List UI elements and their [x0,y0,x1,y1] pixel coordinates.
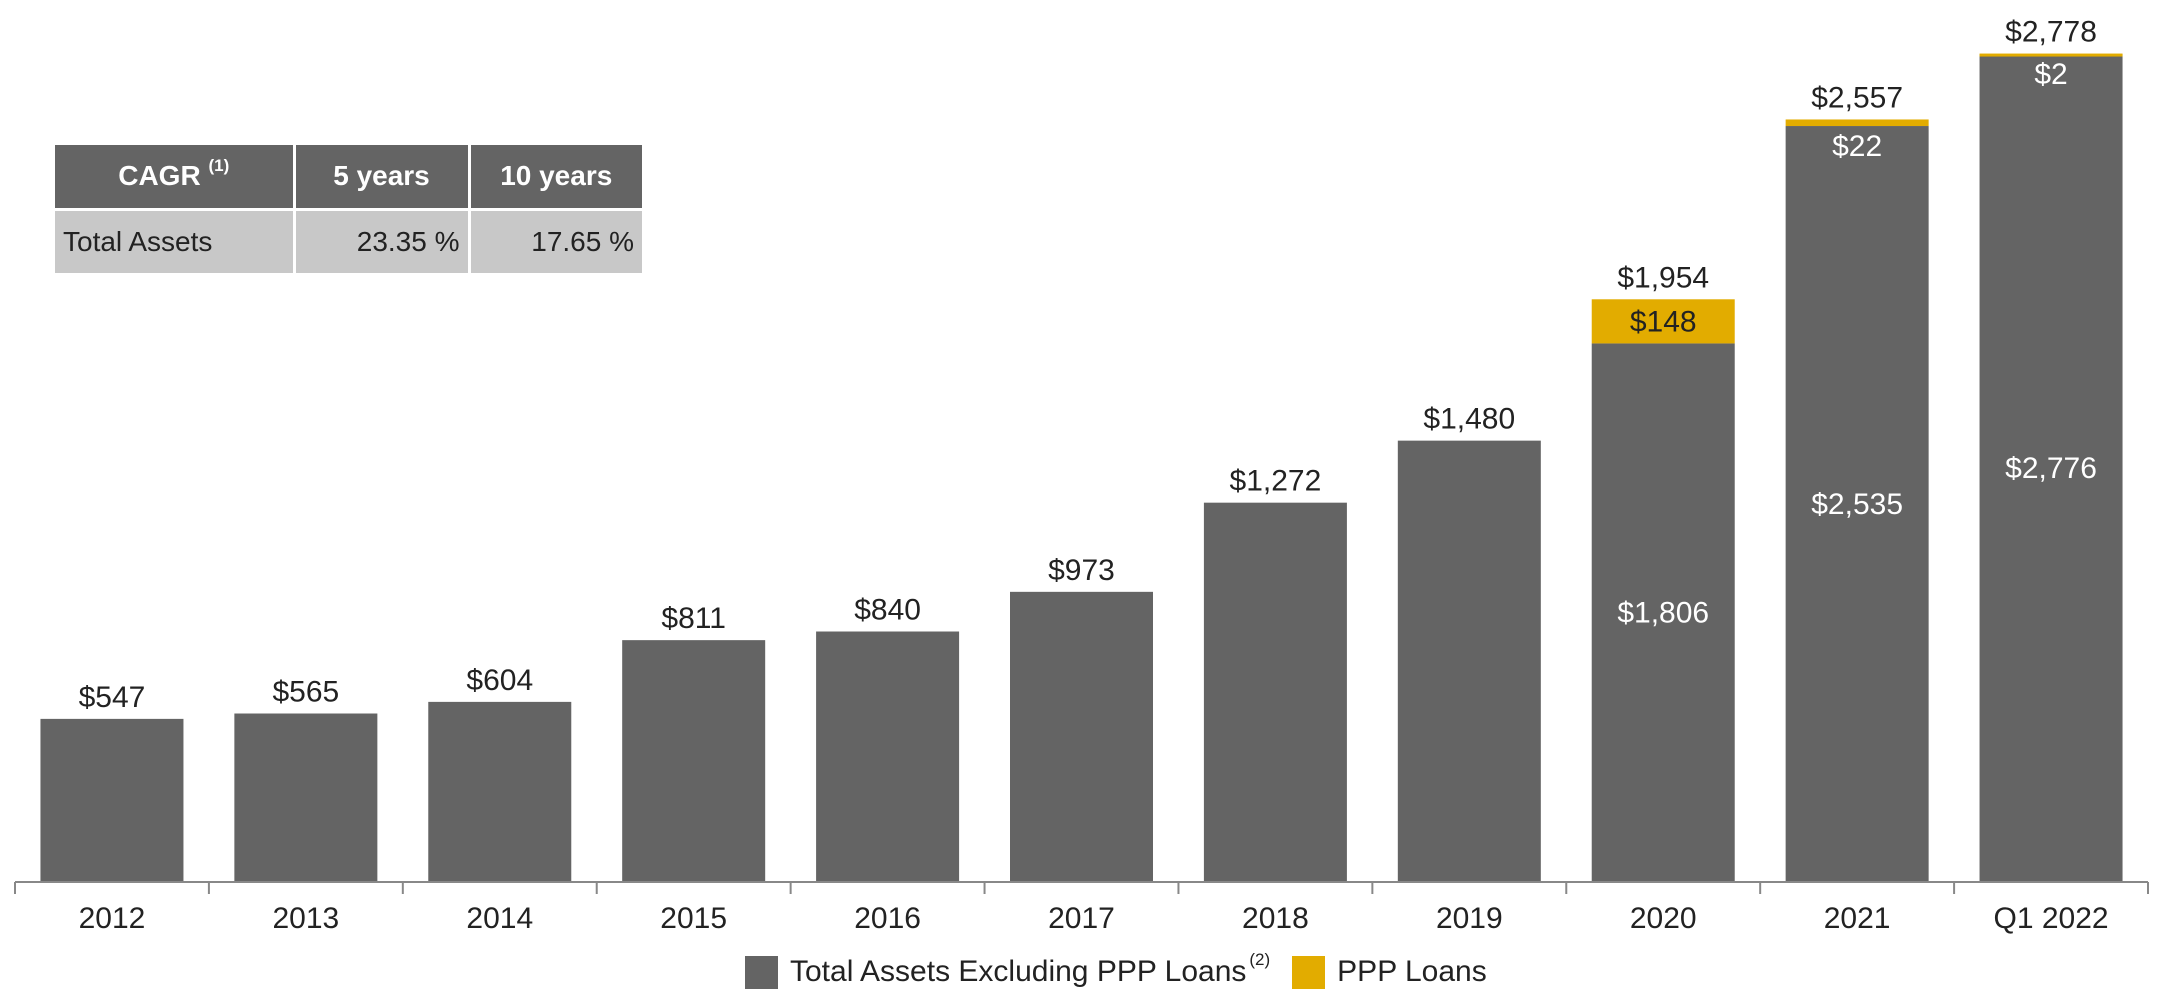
total-label: $547 [79,681,146,714]
total-label: $604 [466,664,533,697]
legend-swatch-total-assets [745,955,778,989]
segment-label-ppp: $22 [1832,130,1882,163]
total-label: $1,480 [1423,403,1515,436]
bar-total-assets-2013 [234,713,378,882]
x-tick-label: 2020 [1630,902,1697,935]
cagr-header-label: CAGR (1) [55,145,296,211]
cagr-row-total-assets: Total Assets 23.35 % 17.65 % [55,209,642,273]
legend-item-ppp: PPP Loans [1292,955,1487,989]
bar-total-assets-2018 [1203,502,1347,882]
bar-total-assets-2012 [40,718,184,882]
x-tick-label: 2021 [1824,902,1891,935]
bar-total-assets-2021 [1785,126,1929,882]
bar-ppp-2021 [1785,119,1929,127]
bar-total-assets-2019 [1397,440,1541,882]
cagr-row-label: Total Assets [55,209,296,273]
x-tick-label: 2013 [272,902,339,935]
total-label: $840 [854,594,921,627]
cagr-value-10y: 17.65 % [469,209,642,273]
x-axis [14,881,2149,894]
cagr-footnote: (1) [208,156,230,176]
bars-layer [40,53,2123,882]
x-tick-label: 2015 [660,902,727,935]
total-label: $565 [272,676,339,709]
bar-total-assets-2014 [428,701,572,882]
total-label: $811 [661,602,726,635]
x-tick-label: 2016 [854,902,921,935]
x-tick-label: 2017 [1048,902,1115,935]
x-tick-label: 2019 [1436,902,1503,935]
cagr-header-10y: 10 years [469,145,642,211]
legend-item-total-assets: Total Assets Excluding PPP Loans (2) [745,950,1270,989]
labels-layer: $547 2012 $565 2013 $604 2014 $811 2015 $840 2016… [79,16,2109,935]
cagr-value-5y: 23.35 % [294,209,471,273]
segment-label-ppp: $2 [2034,58,2067,91]
segment-label-total-assets: $1,806 [1617,597,1709,630]
bar-ppp-2020 [1591,299,1735,344]
bar-total-assets-2016 [816,631,960,882]
bar-total-assets-2015 [622,640,766,882]
legend-label-ppp: PPP Loans [1337,955,1487,988]
legend-label-total-assets: Total Assets Excluding PPP Loans [790,955,1247,988]
total-label: $2,557 [1811,81,1903,114]
legend: Total Assets Excluding PPP Loans (2) PPP … [745,950,1509,992]
cagr-header-5y: 5 years [294,145,471,211]
total-label: $2,778 [2005,16,2097,49]
x-tick-label: 2014 [466,902,533,935]
segment-label-ppp: $148 [1630,305,1697,338]
total-label: $1,954 [1617,261,1709,294]
x-tick-label: Q1 2022 [1993,902,2108,935]
legend-swatch-ppp [1292,955,1326,989]
segment-label-total-assets: $2,535 [1811,488,1903,521]
total-label: $1,272 [1230,465,1322,498]
segment-label-total-assets: $2,776 [2005,452,2097,485]
cagr-table: CAGR (1) 5 years 10 years Total Assets 2… [55,145,642,273]
legend-footnote: (2) [1249,950,1271,969]
bar-total-assets-q1-2022 [1979,54,2123,882]
x-tick-label: 2012 [79,902,146,935]
total-label: $973 [1048,554,1115,587]
cagr-header-text: CAGR [118,160,201,192]
bar-total-assets-2020 [1591,343,1735,882]
x-tick-label: 2018 [1242,902,1309,935]
bar-total-assets-2017 [1010,591,1153,882]
cagr-header-row: CAGR (1) 5 years 10 years [55,145,642,211]
bar-ppp-q1-2022 [1979,53,2123,57]
